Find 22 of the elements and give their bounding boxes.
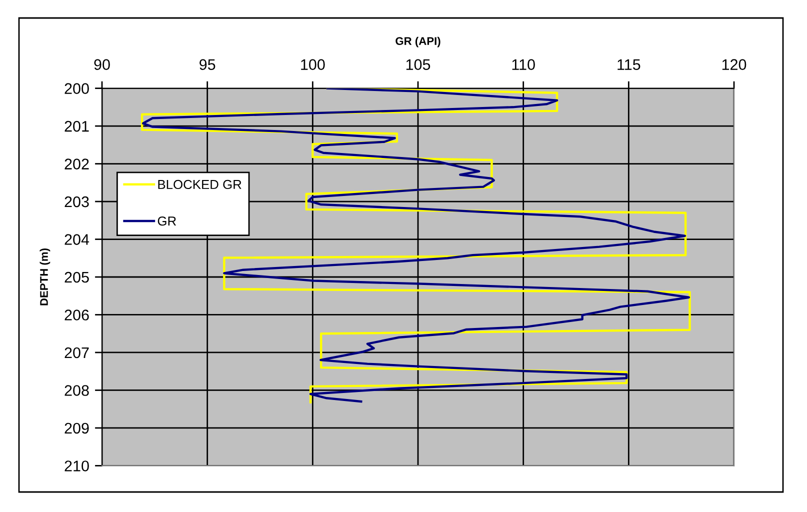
- y-tick-label: 202: [64, 158, 89, 170]
- y-tick-label: 205: [64, 272, 89, 283]
- y-tick-label: 206: [64, 310, 89, 320]
- x-tick-label: 105: [406, 59, 430, 70]
- y-tick-label: 208: [64, 385, 89, 396]
- x-tick-label: 95: [200, 59, 216, 70]
- x-tick-label: 90: [94, 59, 110, 70]
- y-tick-label: 201: [64, 120, 89, 132]
- y-tick-label: 203: [64, 196, 89, 208]
- y-tick-label: 204: [64, 234, 90, 245]
- y-axis-title: DEPTH (m): [40, 248, 50, 306]
- legend-label: BLOCKED GR: [158, 180, 242, 190]
- y-tick-label: 210: [64, 460, 89, 472]
- y-tick-label: 209: [64, 422, 89, 434]
- x-tick-label: 115: [618, 59, 640, 70]
- legend-label: GR: [158, 216, 176, 226]
- x-tick-label: 110: [512, 59, 535, 70]
- y-tick-label: 207: [64, 347, 89, 358]
- x-tick-label: 100: [301, 59, 325, 70]
- y-tick-label: 200: [64, 83, 89, 94]
- x-tick-label: 120: [722, 59, 746, 70]
- x-axis-title: GR (API): [396, 36, 440, 48]
